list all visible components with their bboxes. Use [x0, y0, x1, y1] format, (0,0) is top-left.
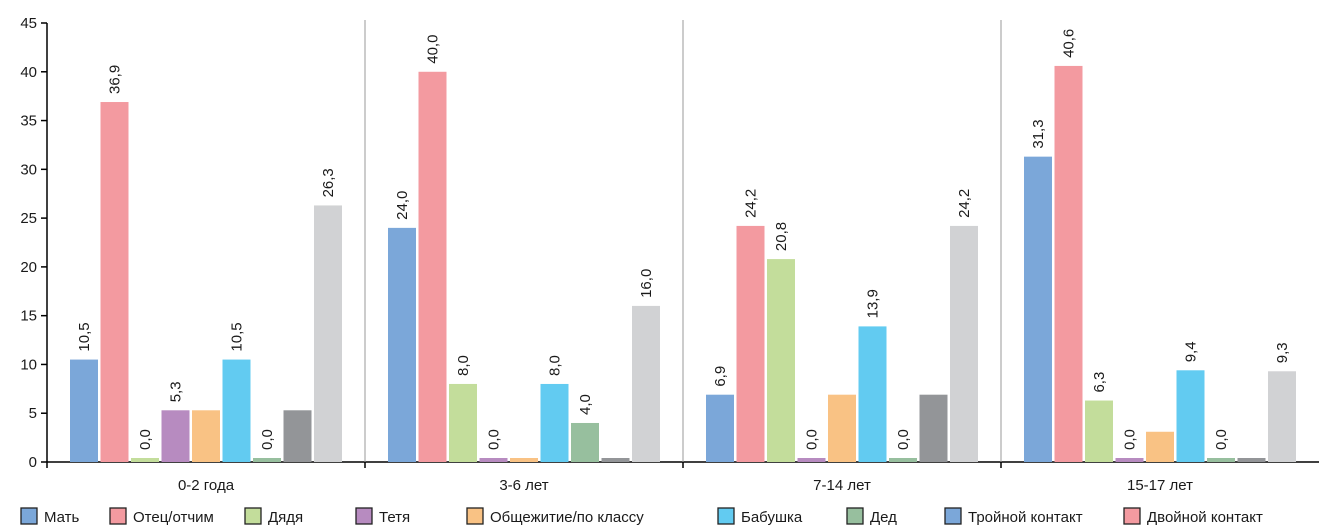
bar: [541, 384, 569, 462]
y-tick-label: 0: [29, 454, 37, 471]
data-label: 10,5: [76, 322, 93, 351]
x-category-label: 3-6 лет: [499, 477, 548, 494]
bar: [571, 423, 599, 462]
bar: [253, 458, 281, 462]
bar: [706, 395, 734, 462]
legend-swatch: [467, 508, 483, 524]
bar: [1116, 458, 1144, 462]
bar: [223, 360, 251, 462]
bar: [510, 458, 538, 462]
data-label: 24,2: [743, 189, 760, 218]
legend-swatch: [847, 508, 863, 524]
bar: [889, 458, 917, 462]
bar: [828, 395, 856, 462]
bar: [859, 326, 887, 462]
legend-swatch: [1124, 508, 1140, 524]
data-label: 24,2: [956, 189, 973, 218]
legend-label: Мать: [44, 509, 80, 526]
bar: [314, 205, 342, 462]
data-label: 8,0: [547, 355, 564, 376]
y-tick-label: 25: [20, 210, 37, 227]
bar: [737, 226, 765, 462]
legend-label: Тройной контакт: [968, 509, 1083, 526]
legend-swatch: [245, 508, 261, 524]
bar: [602, 458, 630, 462]
legend-label: Тетя: [379, 509, 410, 526]
data-label: 31,3: [1030, 119, 1047, 148]
data-label: 5,3: [168, 381, 185, 402]
legend-swatch: [21, 508, 37, 524]
data-label: 24,0: [394, 191, 411, 220]
y-tick-label: 5: [29, 405, 37, 422]
data-label: 40,6: [1061, 29, 1078, 58]
legend-swatch: [945, 508, 961, 524]
bar: [1268, 371, 1296, 462]
y-tick-label: 20: [20, 259, 37, 276]
bar: [480, 458, 508, 462]
data-label: 10,5: [229, 322, 246, 351]
bar: [920, 395, 948, 462]
x-category-label: 15-17 лет: [1127, 477, 1193, 494]
data-label: 26,3: [320, 168, 337, 197]
bar: [767, 259, 795, 462]
legend-label: Дядя: [268, 509, 303, 526]
legend-label: Двойной контакт: [1147, 509, 1263, 526]
y-tick-label: 45: [20, 15, 37, 32]
bar: [1238, 458, 1266, 462]
data-label: 9,4: [1183, 341, 1200, 362]
bar: [70, 360, 98, 462]
data-label: 0,0: [804, 429, 821, 450]
data-label: 0,0: [1122, 429, 1139, 450]
bar: [632, 306, 660, 462]
data-label: 0,0: [895, 429, 912, 450]
y-tick-label: 15: [20, 308, 37, 325]
bar: [101, 102, 129, 462]
bar: [388, 228, 416, 462]
y-tick-label: 40: [20, 64, 37, 81]
legend-label: Отец/отчим: [133, 509, 214, 526]
legend-label: Общежитие/по классу: [490, 509, 644, 526]
data-label: 9,3: [1274, 342, 1291, 363]
legend-swatch: [356, 508, 372, 524]
legend-swatch: [718, 508, 734, 524]
bar: [950, 226, 978, 462]
data-label: 0,0: [486, 429, 503, 450]
data-label: 13,9: [865, 289, 882, 318]
legend-label: Бабушка: [741, 509, 803, 526]
data-label: 6,3: [1091, 372, 1108, 393]
bar: [1055, 66, 1083, 462]
bar: [798, 458, 826, 462]
legend-label: Дед: [870, 509, 897, 526]
data-label: 0,0: [1213, 429, 1230, 450]
x-category-label: 0-2 года: [178, 477, 235, 494]
data-label: 8,0: [455, 355, 472, 376]
data-label: 16,0: [638, 269, 655, 298]
legend-swatch: [110, 508, 126, 524]
data-label: 4,0: [577, 394, 594, 415]
bar: [419, 72, 447, 462]
bar: [192, 410, 220, 462]
bar: [1085, 401, 1113, 462]
data-label: 20,8: [773, 222, 790, 251]
y-tick-label: 35: [20, 113, 37, 130]
y-tick-label: 10: [20, 356, 37, 373]
data-label: 0,0: [137, 429, 154, 450]
data-label: 6,9: [712, 366, 729, 387]
data-label: 0,0: [259, 429, 276, 450]
bar: [1024, 157, 1052, 462]
data-label: 36,9: [107, 65, 124, 94]
y-tick-label: 30: [20, 161, 37, 178]
bar: [131, 458, 159, 462]
x-category-label: 7-14 лет: [813, 477, 871, 494]
bar: [162, 410, 190, 462]
bar: [449, 384, 477, 462]
bar: [284, 410, 312, 462]
bar: [1177, 370, 1205, 462]
data-label: 40,0: [425, 35, 442, 64]
bar: [1207, 458, 1235, 462]
legend: Мать Отец/отчим Дядя Тетя Общежитие/по класс…: [21, 508, 1263, 526]
bar: [1146, 432, 1174, 462]
